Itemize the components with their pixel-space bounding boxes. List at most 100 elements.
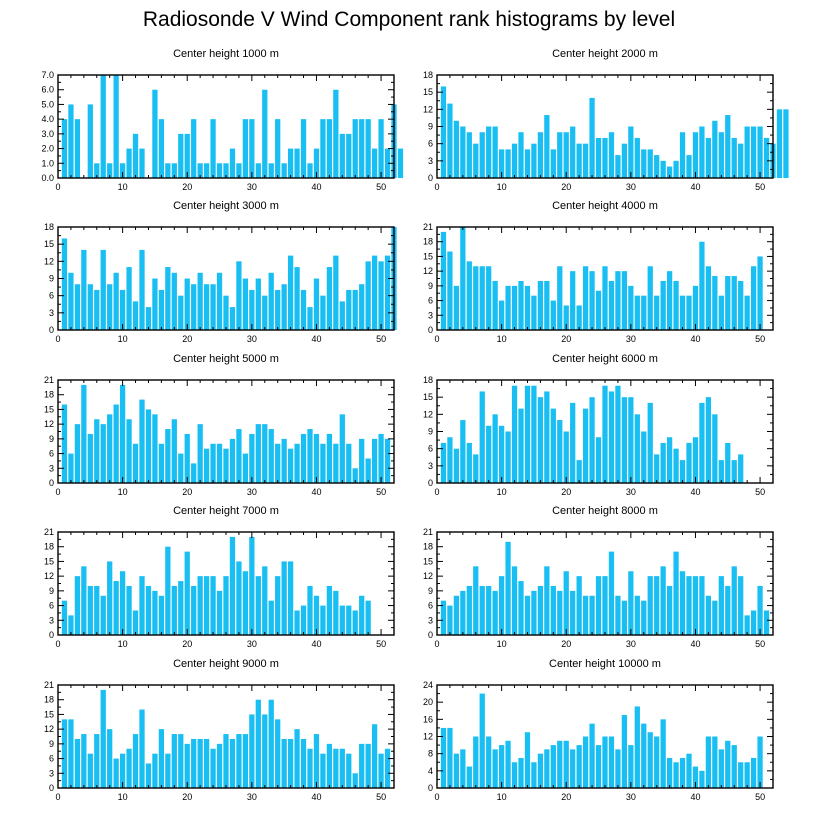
bar <box>479 585 485 635</box>
bar <box>359 595 365 635</box>
bar <box>673 551 679 635</box>
bar <box>498 300 505 330</box>
y-tick-label: 12 <box>423 732 433 742</box>
bar <box>524 595 531 635</box>
bar <box>453 285 460 330</box>
x-tick-label: 50 <box>755 334 765 344</box>
x-tick-label: 20 <box>182 334 192 344</box>
bar <box>397 148 404 178</box>
bar <box>158 289 165 330</box>
bar <box>544 749 550 788</box>
bar <box>634 595 640 635</box>
x-tick-label: 0 <box>434 334 439 344</box>
bar <box>763 610 770 635</box>
bar <box>242 734 249 788</box>
bar <box>537 132 544 178</box>
bar <box>94 734 100 788</box>
bar <box>492 280 498 330</box>
y-tick-label: 15 <box>44 404 54 414</box>
bar <box>378 119 384 178</box>
bar <box>203 163 210 178</box>
bar <box>158 729 165 788</box>
bar <box>692 437 699 483</box>
bar <box>692 766 699 788</box>
bar <box>300 433 307 483</box>
bar <box>384 748 391 788</box>
bar <box>453 753 460 788</box>
bar <box>165 429 171 483</box>
y-tick-label: 3 <box>49 768 54 778</box>
x-tick-label: 40 <box>690 182 700 192</box>
bar <box>486 126 492 178</box>
bar <box>486 425 492 483</box>
bar <box>107 561 113 635</box>
bar <box>287 738 294 788</box>
y-tick-label: 15 <box>44 709 54 719</box>
bar <box>757 256 763 330</box>
bar <box>333 748 339 788</box>
bar <box>647 149 653 178</box>
bar <box>268 272 274 330</box>
bar <box>339 605 345 635</box>
bar <box>145 763 152 788</box>
bar <box>113 404 119 483</box>
bar <box>113 758 119 788</box>
bar <box>466 261 472 330</box>
bar <box>313 148 320 178</box>
bar <box>763 137 770 178</box>
bar <box>498 745 505 788</box>
bar <box>440 231 447 330</box>
bar <box>107 284 113 330</box>
histogram-panel-5: Center height 5000 m 0 10 20 30 40 50 0 3 6 9 12 15 1… <box>44 353 395 497</box>
y-tick-label: 6.0 <box>41 85 54 95</box>
y-tick-label: 18 <box>423 542 433 552</box>
bar <box>473 736 479 788</box>
bar <box>686 442 692 483</box>
bar <box>492 126 498 178</box>
bar <box>602 137 608 178</box>
bar <box>537 585 544 635</box>
bar <box>184 743 190 788</box>
x-tick-label: 30 <box>247 182 257 192</box>
bar <box>384 148 391 178</box>
bar <box>544 115 550 178</box>
bar <box>563 571 569 635</box>
y-tick-label: 1.0 <box>41 158 54 168</box>
bar <box>378 753 384 788</box>
bar <box>699 402 705 483</box>
x-tick-label: 30 <box>626 639 636 649</box>
histogram-panel-3: Center height 3000 m 0 10 20 30 40 50 0 3 6 9 12 15 1… <box>44 200 397 344</box>
bar <box>281 438 287 483</box>
bar <box>236 163 242 178</box>
bar <box>275 719 281 788</box>
bar <box>94 163 100 178</box>
bar <box>570 402 576 483</box>
bar <box>307 307 313 330</box>
bar <box>453 595 460 635</box>
bar <box>294 267 300 330</box>
bar <box>229 536 236 635</box>
bar <box>725 740 731 788</box>
bar <box>371 255 378 330</box>
bar <box>255 163 261 178</box>
bar <box>333 590 339 635</box>
bar <box>447 251 453 330</box>
x-tick-label: 50 <box>755 487 765 497</box>
bar <box>537 397 544 483</box>
y-tick-label: 15 <box>423 392 433 402</box>
bar <box>738 280 744 330</box>
bar <box>511 762 518 788</box>
bar <box>511 385 518 483</box>
bar <box>576 576 582 635</box>
bar <box>359 119 365 178</box>
bar <box>447 103 453 178</box>
bar <box>738 454 744 483</box>
bar <box>498 149 505 178</box>
y-tick-label: 18 <box>44 222 54 232</box>
x-tick-label: 30 <box>626 792 636 802</box>
bar <box>107 729 113 788</box>
bar <box>731 745 737 788</box>
x-tick-label: 30 <box>626 182 636 192</box>
bar <box>479 266 485 330</box>
x-tick-label: 10 <box>497 792 507 802</box>
